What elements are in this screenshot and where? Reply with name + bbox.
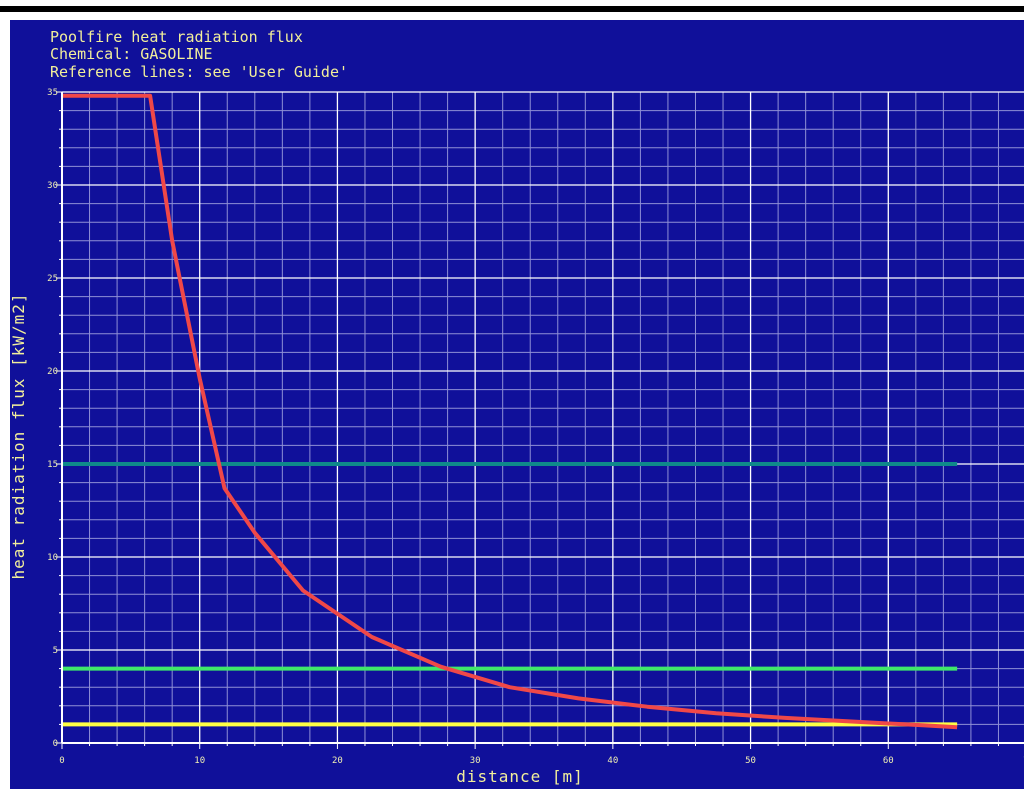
x-tick-label: 20 [332, 756, 343, 766]
x-tick-label: 60 [883, 756, 894, 766]
y-tick-label: 30 [47, 181, 58, 191]
y-tick-label: 25 [47, 274, 58, 284]
y-tick-label: 20 [47, 367, 58, 377]
chart-title-line-2: Chemical: GASOLINE [50, 45, 213, 63]
y-tick-label: 5 [53, 646, 58, 656]
axes [56, 91, 1024, 749]
reference-lines [62, 462, 958, 727]
chart-svg: 0102030405060705101520253035 Poolfire he… [10, 28, 1024, 786]
y-axis-title: heat radiation flux [kW/m2] [10, 292, 28, 579]
x-tick-label: 40 [607, 756, 618, 766]
minor-grid [62, 92, 1024, 743]
chart-title-line-3: Reference lines: see 'User Guide' [50, 63, 348, 81]
y-tick-label: 35 [47, 88, 58, 98]
tick-labels: 0102030405060705101520253035 [47, 88, 1024, 766]
x-tick-label: 30 [470, 756, 481, 766]
y-tick-label: 10 [47, 553, 58, 563]
data-series [62, 93, 958, 730]
top-rule [0, 6, 1024, 12]
y-tick-label: 15 [47, 460, 58, 470]
x-tick-label: 50 [745, 756, 756, 766]
x-tick-label: 0 [59, 756, 64, 766]
x-axis-title: distance [m] [456, 767, 584, 786]
chart-panel: 0102030405060705101520253035 Poolfire he… [10, 20, 1024, 789]
major-grid [61, 91, 1024, 744]
y-tick-label: 0 [53, 739, 58, 749]
chart-title-line-1: Poolfire heat radiation flux [50, 28, 303, 46]
x-tick-label: 10 [194, 756, 205, 766]
series-line [62, 93, 958, 730]
